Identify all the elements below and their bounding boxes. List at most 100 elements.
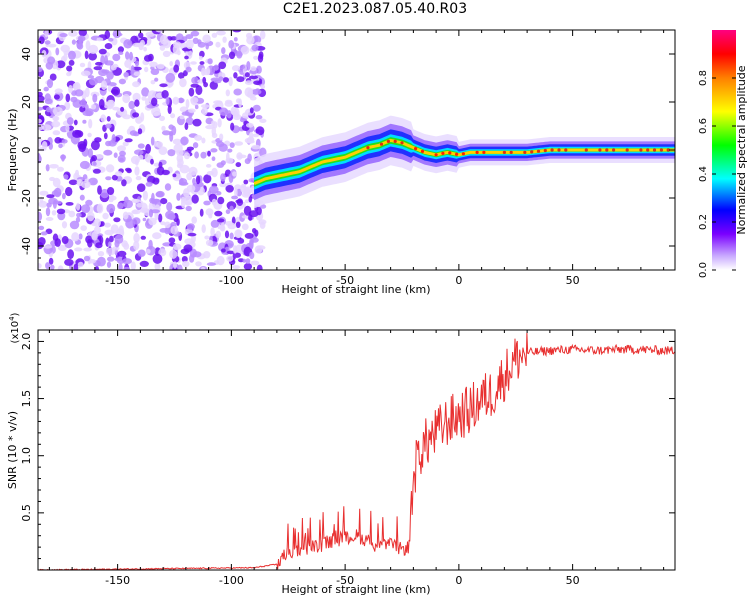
noise-blob [210,148,218,153]
noise-blob [109,235,114,243]
noise-blob [259,30,266,40]
noise-blob [72,129,82,138]
noise-blob [75,169,79,178]
noise-blob [248,240,254,249]
y-tick-label: -40 [20,237,33,255]
noise-blob [231,195,239,200]
noise-blob [90,140,100,151]
ridge-dot [366,146,370,150]
y-tick-label: 0.5 [20,504,33,522]
noise-blob [253,55,259,60]
noise-blob [169,61,173,67]
x-tick-label: -150 [105,574,130,587]
noise-blob [89,78,98,86]
noise-blob [135,175,142,181]
noise-blob [144,66,149,73]
noise-blob [173,64,180,73]
noise-blob [211,156,216,161]
noise-blob [98,99,105,109]
ridge-dot [550,148,554,152]
noise-blob [117,250,127,257]
noise-blob [194,151,200,159]
noise-blob [232,30,242,33]
noise-blob [136,183,146,192]
noise-blob [243,179,249,185]
noise-blob [256,264,263,270]
noise-blob [177,97,185,104]
noise-blob [151,192,155,203]
noise-blob [194,134,203,141]
noise-blob [45,207,51,217]
noise-blob [138,32,144,39]
noise-blob [96,256,106,267]
spectrogram-xlabel: Height of straight line (km) [281,283,430,296]
noise-blob [201,104,210,108]
noise-blob [114,239,120,248]
noise-blob [54,238,61,247]
noise-blob [130,155,140,165]
colorbar-label: Normalized spectral amplitude [735,65,748,234]
noise-blob [136,203,144,208]
noise-blob [65,124,70,133]
noise-blob [92,93,98,103]
noise-blob [235,162,242,168]
noise-blob [217,118,222,128]
noise-blob [85,235,93,244]
noise-blob [70,96,78,103]
noise-blob [121,179,127,187]
noise-blob [82,110,93,117]
noise-blob [252,133,260,138]
noise-blob [68,85,73,94]
noise-blob [92,161,97,166]
noise-blob [88,118,93,129]
noise-blob [233,112,239,117]
noise-blob [250,185,255,194]
noise-blob [176,149,184,157]
noise-blob [52,177,61,188]
noise-blob [71,232,80,242]
noise-blob [255,126,265,136]
noise-blob [104,30,111,40]
noise-blob [55,47,60,56]
snr-chart: -150 -100 -50 0 50 0.5 1.0 1.5 2.0 Height of st… [6,312,676,596]
noise-blob [141,87,150,97]
noise-blob [106,203,116,214]
noise-blob [218,143,228,152]
y-tick-label: 0 [20,147,33,154]
noise-blob [236,76,245,83]
noise-blob [240,45,250,55]
noise-blob [43,245,53,249]
noise-blob [224,230,230,239]
noise-blob [191,194,199,204]
y-tick-label: 2.0 [20,333,33,351]
noise-blob [46,78,54,89]
noise-blob [211,32,218,38]
noise-blob [228,40,235,49]
noise-blob [259,118,267,124]
noise-blob [65,202,74,206]
noise-blob [100,114,107,123]
noise-blob [214,210,223,217]
noise-blob [80,70,91,77]
noise-blob [73,263,79,270]
ridge-dot [605,148,609,152]
noise-blob [233,37,238,42]
noise-blob [138,42,144,51]
noise-blob [161,130,171,136]
noise-blob [119,150,126,157]
noise-blob [123,266,131,270]
noise-blob [38,237,46,246]
noise-blob [53,94,60,100]
noise-blob [60,44,70,53]
noise-blob [78,233,83,240]
noise-blob [203,174,212,184]
noise-blob [108,37,114,42]
noise-blob [87,148,93,159]
colorbar [712,30,736,270]
noise-blob [251,44,259,52]
noise-blob [45,164,50,172]
noise-blob [152,177,160,185]
noise-blob [188,113,193,119]
noise-blob [38,225,45,231]
noise-blob [152,232,162,240]
